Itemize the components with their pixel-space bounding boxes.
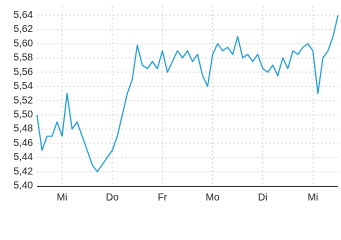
x-tick-label: Mi [57, 193, 68, 204]
y-tick-label: 5,42 [14, 166, 34, 177]
x-tick-label: Mo [206, 193, 220, 204]
y-tick-label: 5,56 [14, 67, 34, 78]
y-tick-label: 5,50 [14, 109, 34, 120]
y-tick-label: 5,48 [14, 124, 34, 135]
page: 5,40 5,42 5,44 5,46 5,48 5,50 5,52 5,54 5,56 5,58… [13, 6, 339, 204]
chart: 5,40 5,42 5,44 5,46 5,48 5,50 5,52 5,54 5,56 5,58… [14, 6, 339, 204]
y-tick-label: 5,54 [14, 81, 34, 92]
x-tick-label: Do [106, 193, 119, 204]
y-tick-label: 5,52 [14, 95, 34, 106]
y-tick-label: 5,62 [14, 24, 34, 35]
y-tick-label: 5,58 [14, 53, 34, 64]
y-tick-label: 5,64 [14, 10, 34, 21]
x-tick-label: Mi [308, 193, 319, 204]
x-tick-label: Fr [158, 193, 168, 204]
x-tick-label: Di [258, 193, 267, 204]
price-line [36, 15, 339, 173]
y-tick-label: 5,44 [14, 152, 34, 163]
y-tick-label: 5,40 [14, 181, 34, 192]
y-tick-label: 5,60 [14, 38, 34, 49]
y-tick-label: 5,46 [14, 138, 34, 149]
